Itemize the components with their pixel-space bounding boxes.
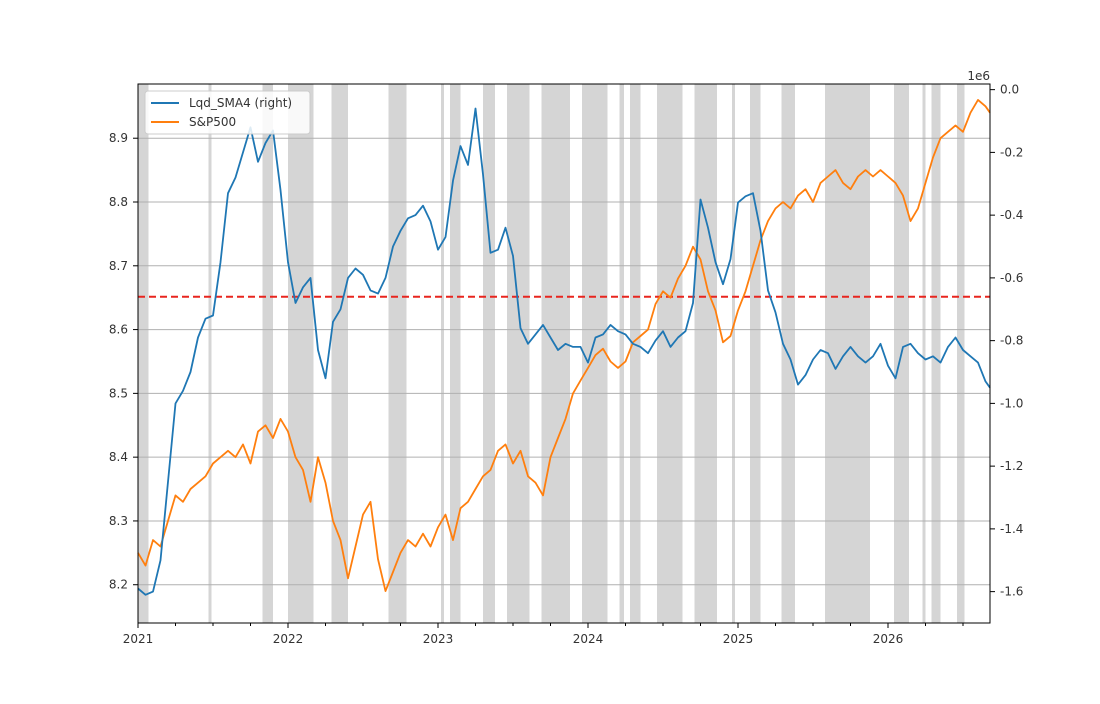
shaded-period [441,84,444,623]
x-tick-label: 2021 [123,632,154,646]
shaded-period [208,84,212,623]
series-line-sp500 [137,99,991,592]
y-right-tick-label: -0.6 [1000,271,1023,285]
plot-frame [137,83,991,624]
legend-label-sp500: S&P500 [189,115,236,129]
shaded-period [825,84,870,623]
x-tick-label: 2025 [723,632,754,646]
y-right-offset-label: 1e6 [967,69,990,83]
series-lines [137,99,991,596]
y-right-tick-label: 0.0 [1000,83,1019,97]
x-axis: 2021 2022 2023 2024 2025 2026 [123,623,964,646]
shaded-period [507,84,530,623]
shaded-period [922,84,926,623]
y-left-tick-label: 8.6 [109,323,128,337]
y-right-tick-label: -1.0 [1000,396,1023,410]
y-right-tick-label: -1.2 [1000,459,1023,473]
y-right-tick-label: -0.2 [1000,145,1023,159]
y-right-tick-label: -1.6 [1000,585,1023,599]
shaded-period [957,84,965,623]
shaded-period [750,84,761,623]
legend-label-lqd: Lqd_SMA4 (right) [189,96,292,110]
shaded-periods [138,84,965,623]
y-left-tick-label: 8.4 [109,450,128,464]
shaded-period [288,84,314,623]
y-axis-left: 8.2 8.3 8.4 8.5 8.6 8.7 8.8 8.9 [109,131,138,592]
y-right-tick-label: -1.4 [1000,522,1023,536]
x-tick-label: 2023 [423,632,454,646]
x-tick-label: 2026 [873,632,904,646]
legend-box [144,90,311,135]
shaded-period [483,84,495,623]
y-left-tick-label: 8.8 [109,195,128,209]
gridlines [138,137,990,586]
y-left-tick-label: 8.5 [109,386,128,400]
shaded-period [630,84,641,623]
shaded-period [331,84,348,623]
shaded-period [262,84,273,623]
shaded-period [657,84,683,623]
y-axis-right: 0.0 -0.2 -0.4 -0.6 -0.8 -1.0 -1.2 -1.4 -1.6 [990,83,1023,599]
shaded-period [388,84,407,623]
x-tick-label: 2022 [273,632,304,646]
shaded-period [541,84,570,623]
x-tick-label: 2024 [573,632,604,646]
shaded-period [138,84,149,623]
shaded-period [582,84,608,623]
y-left-tick-label: 8.3 [109,514,128,528]
shaded-period [931,84,941,623]
y-left-tick-label: 8.7 [109,259,128,273]
legend: Lqd_SMA4 (right) S&P500 [144,90,311,135]
series-line-lqd-sma4 [137,107,991,596]
shaded-period [619,84,624,623]
shaded-period [450,84,461,623]
y-right-tick-label: -0.8 [1000,334,1023,348]
y-left-tick-label: 8.9 [109,131,128,145]
y-right-tick-label: -0.4 [1000,208,1023,222]
shaded-period [732,84,735,623]
shaded-period [694,84,717,623]
y-left-tick-label: 8.2 [109,578,128,592]
